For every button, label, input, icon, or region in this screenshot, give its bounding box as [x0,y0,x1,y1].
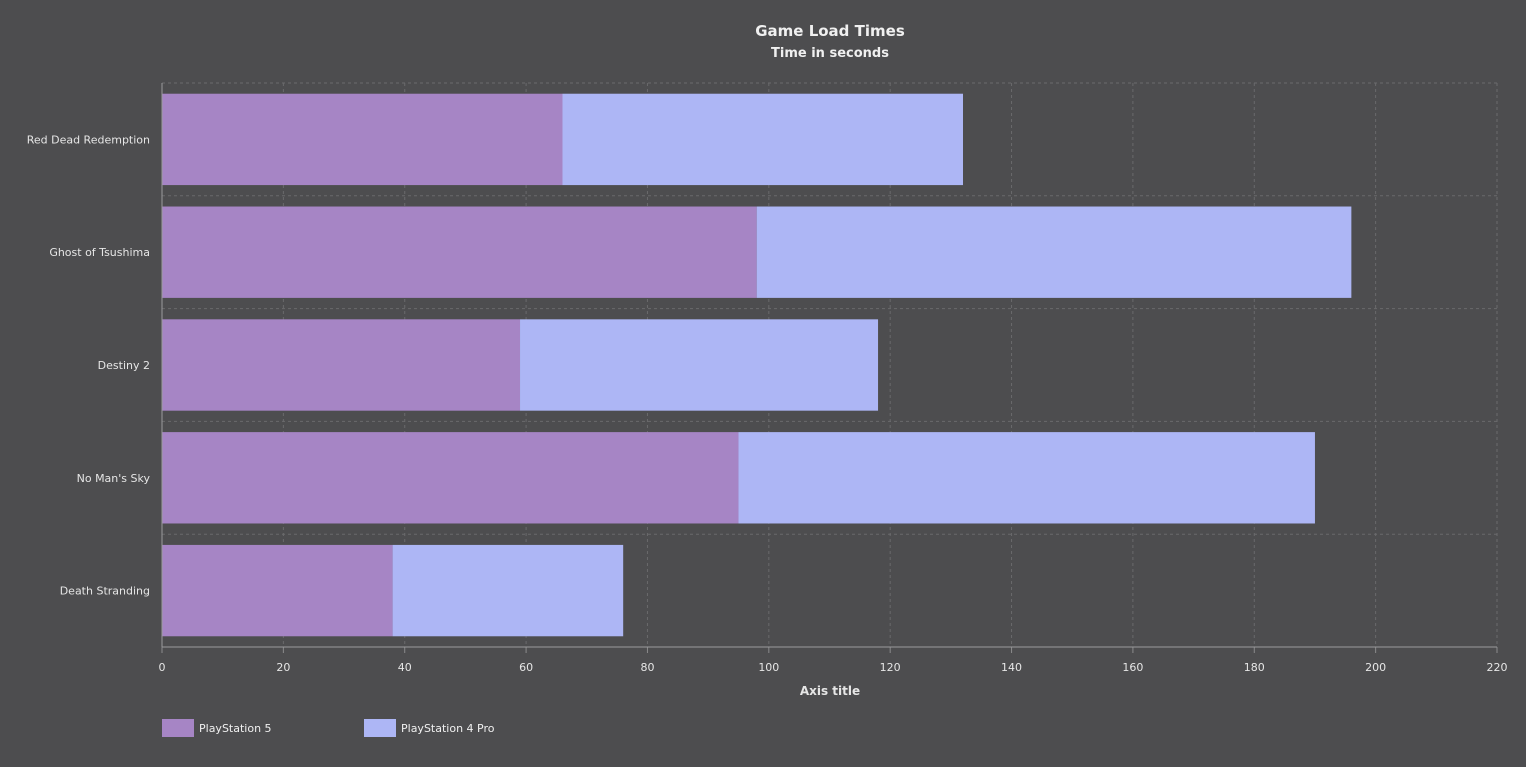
x-tick-label: 140 [1001,661,1022,674]
y-tick-label: Ghost of Tsushima [49,246,150,259]
x-tick-label: 80 [640,661,654,674]
x-tick-label: 60 [519,661,533,674]
x-tick-label: 220 [1487,661,1508,674]
bar-ps5[interactable] [162,319,521,411]
legend-swatch-ps5 [162,719,194,737]
bar-ps5[interactable] [162,206,757,298]
legend-label-ps5: PlayStation 5 [199,721,272,735]
bars-layer [162,93,1352,637]
chart-title: Game Load Times [755,22,905,40]
x-tick-label: 200 [1365,661,1386,674]
bar-ps4pro[interactable] [738,432,1315,524]
x-tick-label: 120 [880,661,901,674]
x-tick-label: 180 [1244,661,1265,674]
y-tick-label: Red Dead Redemption [27,133,150,146]
bar-ps4pro[interactable] [562,93,964,186]
bar-ps4pro[interactable] [520,319,879,411]
x-tick-label: 20 [276,661,290,674]
legend-item-ps4pro[interactable]: PlayStation 4 Pro [364,719,566,737]
bar-ps4pro[interactable] [756,206,1352,298]
x-tick-label: 40 [398,661,412,674]
x-tick-label: 100 [758,661,779,674]
y-tick-label: Death Stranding [60,585,150,598]
bar-ps4pro[interactable] [392,544,624,637]
axis-layer: 0 20 40 60 80 100 120 140 160 180 200 220 Red Dead R… [27,83,1508,674]
bar-ps5[interactable] [162,544,393,637]
legend-item-ps5[interactable]: PlayStation 5 [162,719,364,737]
x-tick-label: 160 [1122,661,1143,674]
bar-ps5[interactable] [162,432,739,524]
legend: PlayStation 5 PlayStation 4 Pro [162,719,566,737]
legend-swatch-ps4pro [364,719,396,737]
bar-ps5[interactable] [162,93,563,186]
legend-label-ps4pro: PlayStation 4 Pro [401,721,495,735]
x-tick-label: 0 [159,661,166,674]
x-axis-title: Axis title [800,684,860,698]
y-tick-label: Destiny 2 [98,359,150,372]
y-tick-label: No Man's Sky [77,472,151,485]
chart-subtitle: Time in seconds [771,46,889,61]
